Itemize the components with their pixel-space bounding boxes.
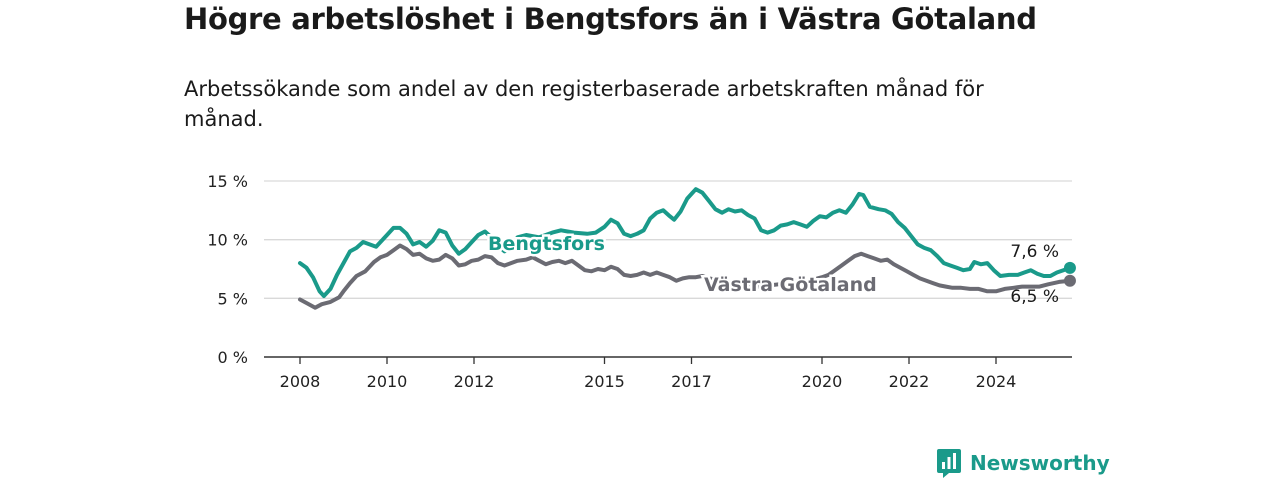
gridlines bbox=[264, 180, 1072, 299]
x-tick-label: 2008 bbox=[280, 372, 321, 391]
series-label-vastra-gotaland: Västra Götaland bbox=[704, 274, 877, 296]
y-tick-label: 5 % bbox=[218, 289, 248, 308]
x-tick-label: 2012 bbox=[454, 372, 495, 391]
y-tick-label: 0 % bbox=[218, 348, 248, 367]
series-end-dot-bengtsfors bbox=[1063, 261, 1076, 274]
x-tick-label: 2015 bbox=[584, 372, 625, 391]
chart-subtitle: Arbetssökande som andel av den registerb… bbox=[184, 77, 984, 131]
end-value-vastra-gotaland: 6,5 % bbox=[1010, 287, 1059, 307]
x-tick-label: 2017 bbox=[671, 372, 712, 391]
chart-title: Högre arbetslöshet i Bengtsfors än i Väs… bbox=[184, 2, 1037, 36]
x-tick-label: 2024 bbox=[976, 372, 1017, 391]
brand-logo: Newsworthy bbox=[936, 448, 1110, 478]
series-labels: Bengtsfors Västra Götaland 7,6 % 6,5 % bbox=[486, 231, 1060, 308]
x-tick-label: 2010 bbox=[367, 372, 408, 391]
newsworthy-logo-icon bbox=[937, 449, 961, 478]
series-end-dot-vastra-gotaland bbox=[1063, 274, 1076, 287]
series-label-bengtsfors: Bengtsfors bbox=[488, 233, 605, 255]
end-value-bengtsfors: 7,6 % bbox=[1010, 242, 1059, 262]
axes: 0 % 5 % 10 % 15 % 2008 2010 2012 2015 2017 2020 20… bbox=[207, 172, 1072, 391]
x-tick-label: 2022 bbox=[889, 372, 930, 391]
y-tick-label: 15 % bbox=[207, 172, 248, 191]
series-lines bbox=[298, 187, 1076, 310]
series-line-bengtsfors bbox=[298, 187, 1072, 298]
series-line-vastra-gotaland bbox=[298, 243, 1072, 310]
y-tick-label: 10 % bbox=[207, 231, 248, 250]
x-tick-label: 2020 bbox=[802, 372, 843, 391]
brand-name: Newsworthy bbox=[970, 451, 1110, 475]
